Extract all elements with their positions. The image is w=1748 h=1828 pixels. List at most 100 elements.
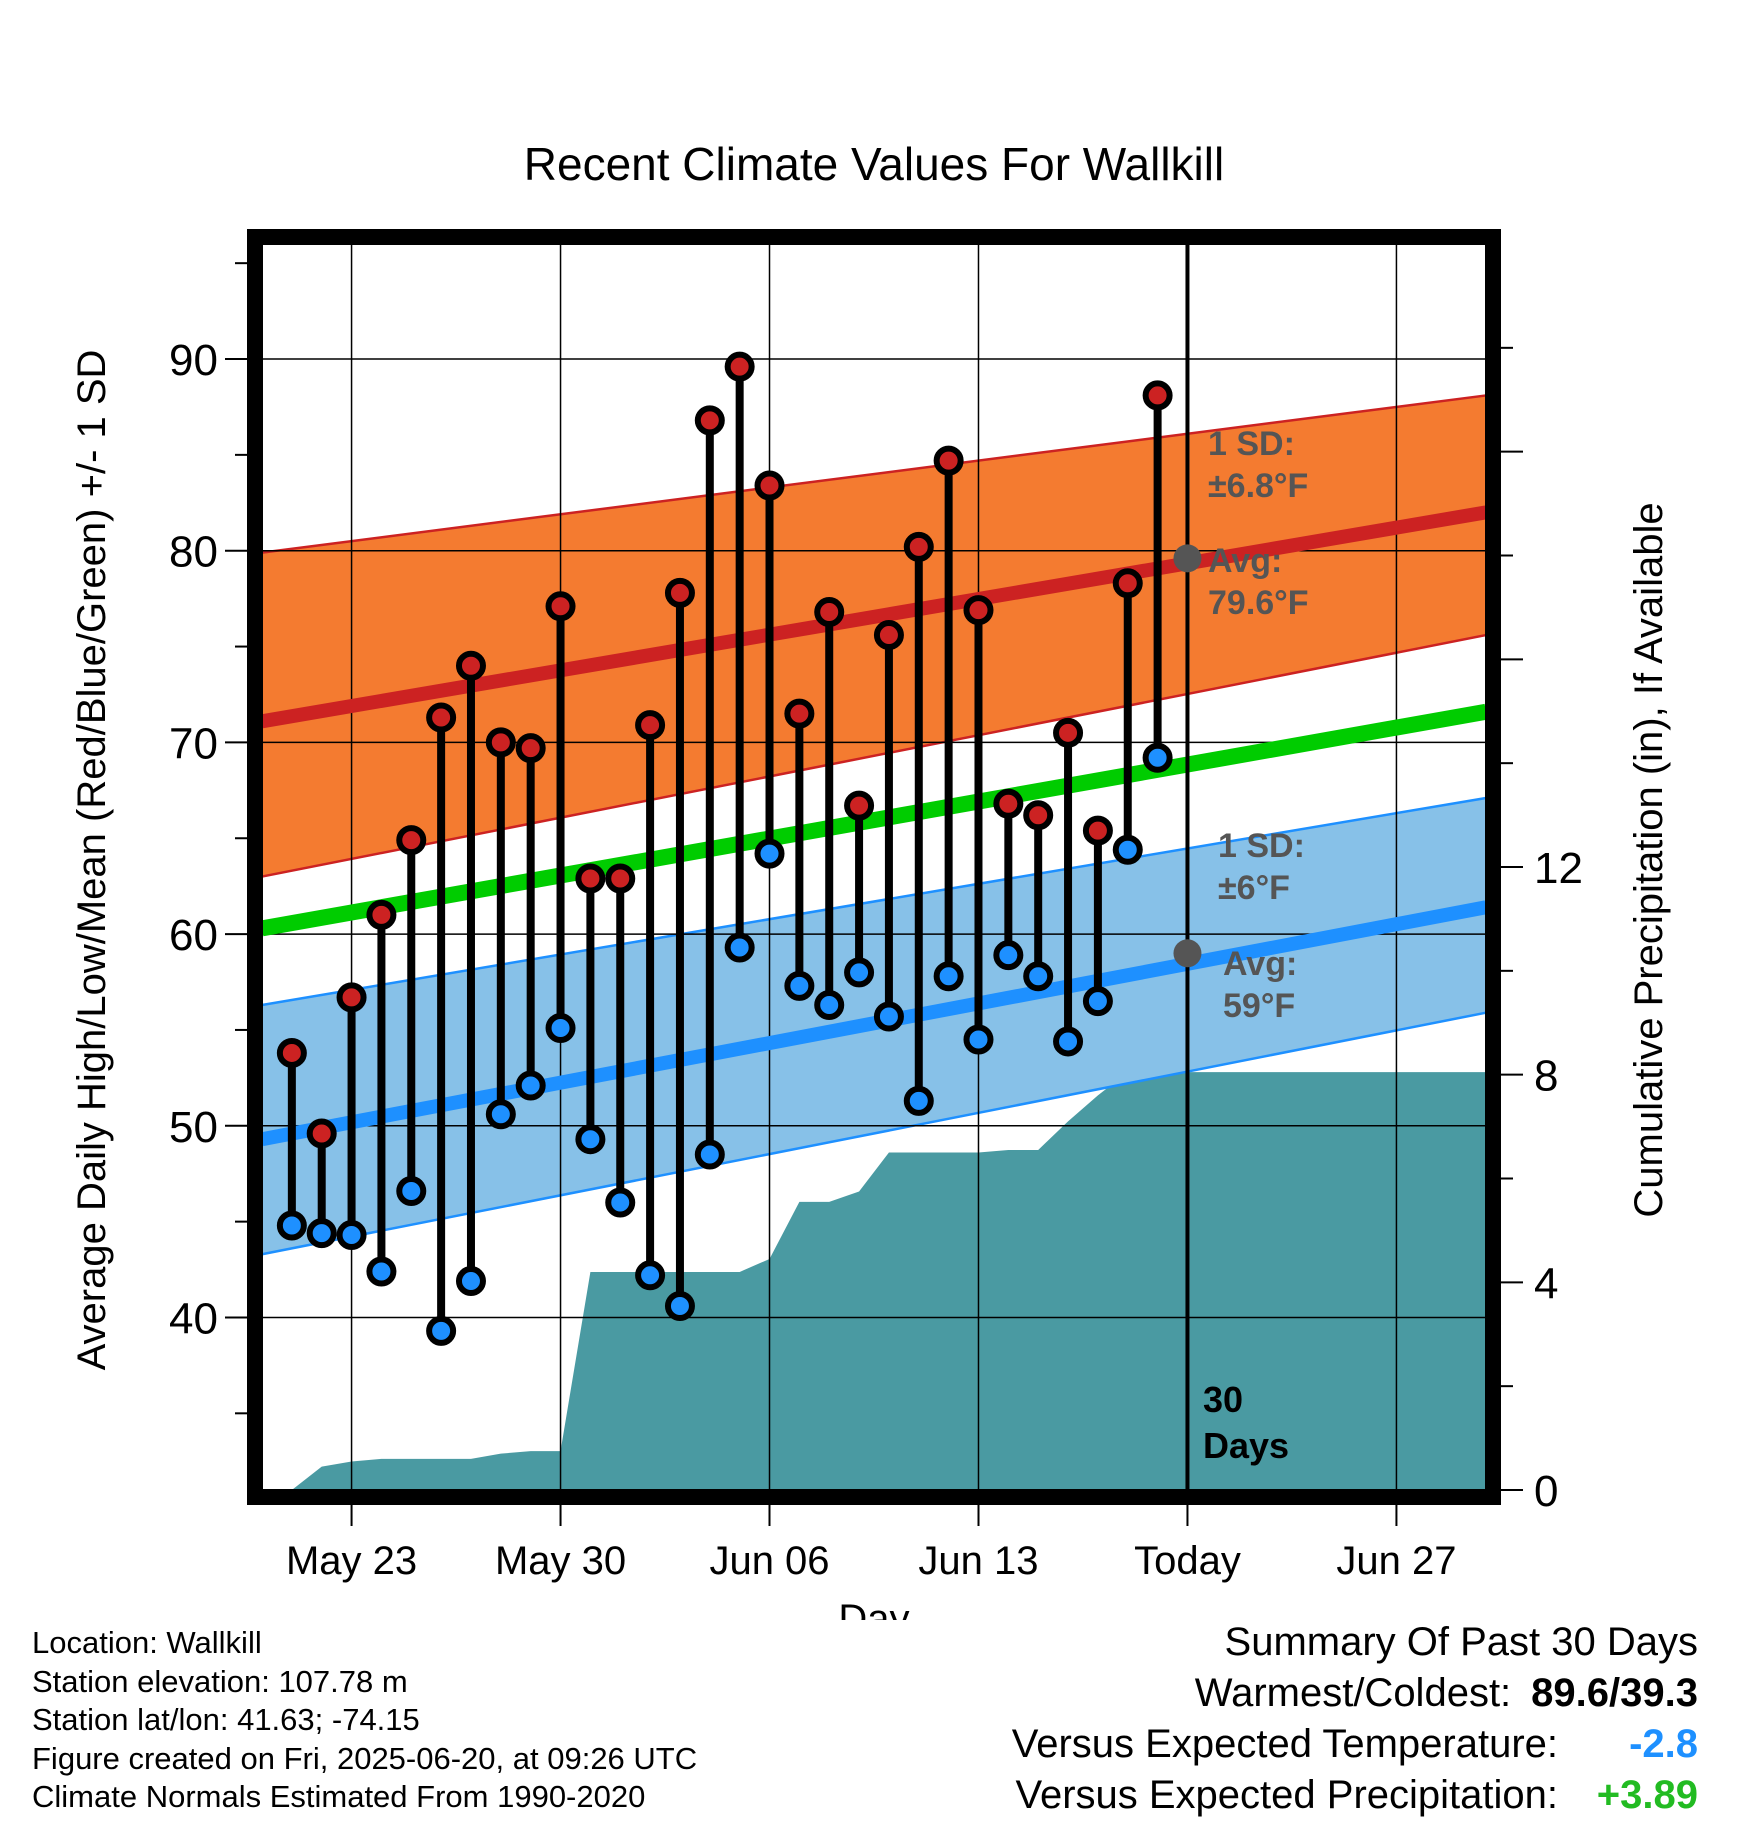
elevation-text: Station elevation: 107.78 m xyxy=(32,1663,408,1699)
observed-high-point xyxy=(545,591,576,622)
x-tick-label: Today xyxy=(1134,1539,1241,1583)
high-avg-label: Avg: xyxy=(1208,542,1282,580)
normals-text: Climate Normals Estimated From 1990-2020 xyxy=(32,1779,646,1814)
observed-high-point xyxy=(455,650,486,681)
precip-label: Versus Expected Precipitation: xyxy=(1015,1773,1558,1817)
observed-high-point xyxy=(396,825,427,856)
observed-high-point xyxy=(575,863,606,894)
low-sd-value: ±6°F xyxy=(1218,869,1290,907)
x-axis-label: Day xyxy=(838,1597,909,1620)
today-low-avg-marker xyxy=(1173,939,1202,968)
high-sd-value: ±6.8°F xyxy=(1208,467,1308,505)
high-sd-lower-line xyxy=(261,633,1487,878)
observed-low-point xyxy=(455,1266,486,1297)
observed-high-point xyxy=(1142,380,1173,411)
high-normal-line xyxy=(260,505,1488,729)
latlon-text: Station lat/lon: 41.63; -74.15 xyxy=(32,1702,420,1737)
observed-high-point xyxy=(1023,800,1054,831)
created-text: Figure created on Fri, 2025-06-20, at 09… xyxy=(32,1740,698,1776)
summary-warm-cold: Warmest/Coldest: 89.6/39.3 xyxy=(1012,1671,1698,1722)
observed-high-point xyxy=(336,982,367,1013)
observed-high-point xyxy=(1053,717,1084,748)
observed-low-point xyxy=(1082,986,1113,1017)
observed-low-point xyxy=(1142,742,1173,773)
observed-low-point xyxy=(784,970,815,1001)
observed-low-point xyxy=(1053,1026,1084,1057)
low-avg-value: 59°F xyxy=(1223,987,1295,1025)
observed-low-point xyxy=(306,1218,337,1249)
observed-low-point xyxy=(873,1001,904,1032)
observed-high-point xyxy=(485,727,516,758)
observed-high-point xyxy=(605,863,636,894)
station-info: Location: Wallkill Station elevation: 10… xyxy=(32,1624,697,1817)
y2-tick-label: 12 xyxy=(1534,844,1583,893)
low-sd-lower-line xyxy=(261,1011,1487,1256)
x-tick-label: Jun 06 xyxy=(709,1539,829,1583)
low-sd-upper-line xyxy=(261,796,1487,1007)
observed-high-point xyxy=(276,1037,307,1068)
observed-low-point xyxy=(664,1290,695,1321)
precip-value: +3.89 xyxy=(1596,1773,1698,1817)
observed-low-point xyxy=(724,932,755,963)
y-tick-label: 50 xyxy=(169,1103,218,1152)
y-axis-label: Average Daily High/Low/Mean (Red/Blue/Gr… xyxy=(70,350,114,1371)
days-word-label: Days xyxy=(1203,1425,1289,1466)
chart-title: Recent Climate Values For Wallkill xyxy=(524,138,1224,190)
observed-low-point xyxy=(814,990,845,1021)
mean-normal-line xyxy=(260,703,1488,937)
today-high-avg-marker xyxy=(1173,544,1202,573)
summary-temp: Versus Expected Temperature: -2.8 xyxy=(1012,1722,1698,1773)
observed-low-point xyxy=(426,1315,457,1346)
y-tick-label: 90 xyxy=(169,336,218,385)
observed-low-point xyxy=(635,1260,666,1291)
observed-high-point xyxy=(515,733,546,764)
observed-low-point xyxy=(575,1124,606,1155)
observed-low-point xyxy=(366,1256,397,1287)
observed-low-point xyxy=(276,1210,307,1241)
summary-panel: Summary Of Past 30 Days Warmest/Coldest:… xyxy=(1012,1620,1698,1824)
high-sd-label: 1 SD: xyxy=(1208,425,1295,463)
observed-high-point xyxy=(1112,568,1143,599)
observed-low-point xyxy=(933,961,964,992)
observed-low-point xyxy=(545,1013,576,1044)
low-sd-label: 1 SD: xyxy=(1218,827,1305,865)
observed-low-point xyxy=(1023,961,1054,992)
observed-high-point xyxy=(366,899,397,930)
y-tick-label: 80 xyxy=(169,528,218,577)
observed-low-point xyxy=(963,1024,994,1055)
observed-high-point xyxy=(426,702,457,733)
observed-high-point xyxy=(933,445,964,476)
observed-low-point xyxy=(694,1139,725,1170)
y2-tick-label: 8 xyxy=(1534,1052,1558,1101)
temp-label: Versus Expected Temperature: xyxy=(1011,1722,1558,1766)
summary-precip: Versus Expected Precipitation: +3.89 xyxy=(1012,1773,1698,1824)
observed-high-point xyxy=(1082,815,1113,846)
low-normal-line xyxy=(260,900,1488,1147)
observed-low-point xyxy=(1112,834,1143,865)
observed-high-point xyxy=(814,597,845,628)
y-tick-label: 60 xyxy=(169,911,218,960)
observed-high-point xyxy=(993,788,1024,819)
y-tick-label: 70 xyxy=(169,719,218,768)
low-avg-label: Avg: xyxy=(1223,945,1297,983)
observed-low-point xyxy=(754,838,785,869)
high-sd-upper-line xyxy=(261,394,1487,554)
x-tick-label: May 30 xyxy=(495,1539,626,1583)
observed-low-point xyxy=(993,940,1024,971)
observed-high-point xyxy=(963,595,994,626)
x-tick-label: Jun 13 xyxy=(918,1539,1038,1583)
temp-value: -2.8 xyxy=(1629,1722,1698,1766)
y2-axis-label: Cumulative Precipitation (in), If Availa… xyxy=(1627,502,1671,1217)
days-count-label: 30 xyxy=(1203,1379,1243,1420)
observed-high-point xyxy=(784,698,815,729)
summary-title: Summary Of Past 30 Days xyxy=(1224,1620,1698,1664)
location-text: Location: Wallkill xyxy=(32,1625,262,1660)
observed-low-point xyxy=(844,957,875,988)
y2-tick-label: 0 xyxy=(1534,1467,1558,1516)
y-tick-label: 40 xyxy=(169,1294,218,1343)
observed-high-point xyxy=(724,351,755,382)
observed-low-point xyxy=(515,1070,546,1101)
precipitation-area xyxy=(262,1072,1486,1490)
observed-low-point xyxy=(485,1099,516,1130)
y2-tick-label: 4 xyxy=(1534,1259,1558,1308)
